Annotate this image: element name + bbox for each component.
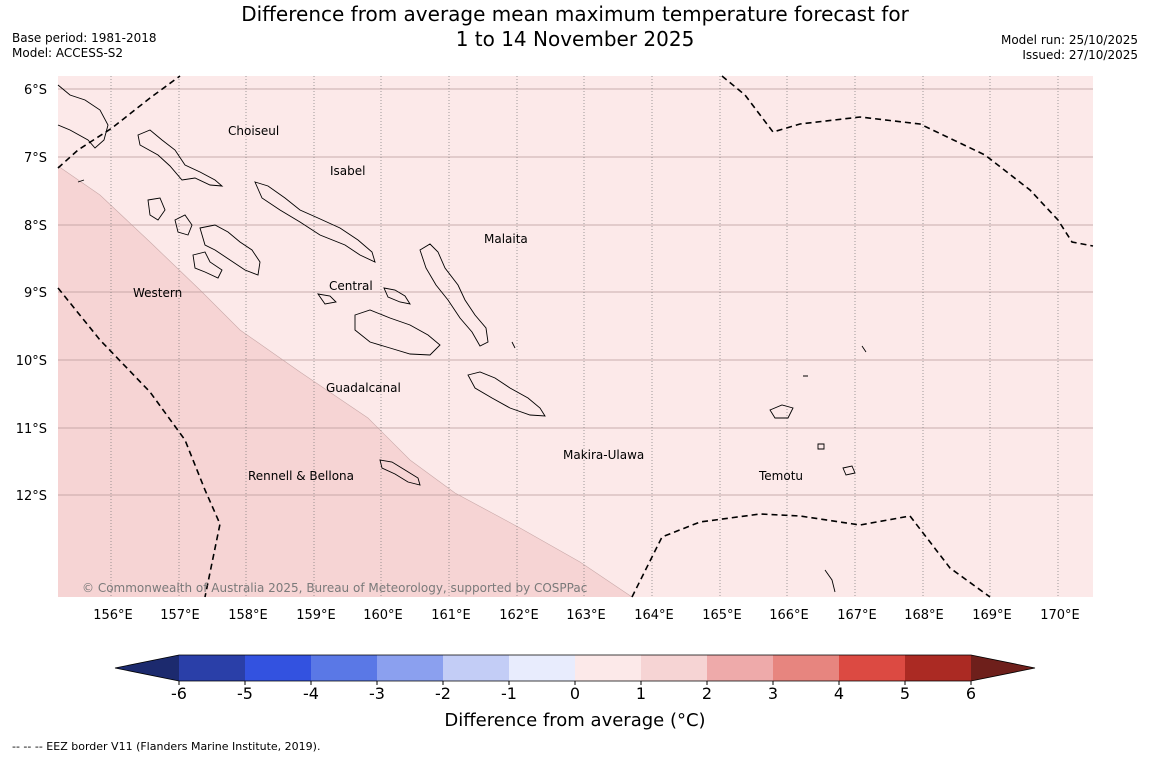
rennell-coast [379,459,421,486]
lat-label: 10°S [16,354,47,369]
eez-footnote: -- -- -- EEZ border V11 (Flanders Marine… [12,740,321,753]
colorbar-tick-label: 3 [768,684,778,703]
metadata-left: Base period: 1981-2018 Model: ACCESS-S2 [12,31,157,61]
colorbar-tick-label: 0 [570,684,580,703]
lon-label: 161°E [431,608,471,623]
contour-line [57,165,633,598]
colorbar-segment [707,655,774,681]
eez-borders [57,75,1094,598]
lon-label: 156°E [93,608,133,623]
temotu-coast [769,404,856,476]
region-label-western: Western [133,286,182,300]
lon-label: 168°E [904,608,944,623]
colorbar-tick-label: -3 [369,684,385,703]
latitude-gridlines [58,88,1093,496]
title-line-1: Difference from average mean maximum tem… [241,2,909,26]
copyright-notice: © Commonwealth of Australia 2025, Bureau… [82,581,587,595]
lat-label: 8°S [24,219,47,234]
region-label-guadalcanal: Guadalcanal [326,381,401,395]
lon-label: 163°E [566,608,606,623]
issued-date: Issued: 27/10/2025 [1022,48,1138,62]
region-labels: Choiseul Isabel Malaita Central Western … [133,124,803,483]
region-label-makira-ulawa: Makira-Ulawa [563,448,644,462]
anomaly-band-1-2 [58,166,632,597]
colorbar-tick-label: 6 [966,684,976,703]
colorbar-segment [245,655,312,681]
colorbar-title: Difference from average (°C) [444,710,706,731]
colorbar-segment [377,655,444,681]
colorbar-tick-label: -4 [303,684,319,703]
lon-label: 160°E [363,608,403,623]
region-label-choiseul: Choiseul [228,124,279,138]
lon-label: 157°E [160,608,200,623]
region-label-temotu: Temotu [758,469,803,483]
colorbar-segment [773,655,840,681]
colorbar-tick-label: 1 [636,684,646,703]
lon-label: 170°E [1040,608,1080,623]
lon-label: 159°E [296,608,336,623]
chart-title: Difference from average mean maximum tem… [0,2,1150,52]
colorbar-segments [179,655,972,681]
vella-lavella-coast [192,251,223,279]
lon-label: 169°E [972,608,1012,623]
colorbar-segment [839,655,906,681]
colorbar-segment [443,655,510,681]
colorbar-over-arrow [971,655,1035,681]
bougainville-coast [57,84,109,149]
map-and-colorbar: 6°S 7°S 8°S 9°S 10°S 11°S 12°S 156°E 157… [16,75,1094,703]
colorbar-tick-label: -5 [237,684,253,703]
model-name: Model: ACCESS-S2 [12,46,124,60]
colorbar-under-arrow [115,655,179,681]
colorbar-tick-label: -1 [501,684,517,703]
coastlines [57,84,867,593]
lon-label: 162°E [499,608,539,623]
colorbar-segment [509,655,576,681]
isabel-coast [254,181,376,263]
choiseul-coast [137,129,224,187]
title-line-2: 1 to 14 November 2025 [455,27,695,51]
colorbar-tick-label: -2 [435,684,451,703]
colorbar-segment [575,655,642,681]
new-georgia-coast [147,197,261,276]
lon-label: 166°E [769,608,809,623]
florida-islands-coast [317,287,411,305]
colorbar-segment [641,655,708,681]
region-label-rennell-bellona: Rennell & Bellona [248,469,354,483]
colorbar-segment [311,655,378,681]
makira-coast [467,371,546,417]
lon-label: 167°E [837,608,877,623]
lat-label: 11°S [16,422,47,437]
colorbar-tick-label: -6 [171,684,187,703]
colorbar-tick-label: 4 [834,684,844,703]
colorbar-segment [905,655,972,681]
colorbar-tick-label: 5 [900,684,910,703]
colorbar-ticks: -6 -5 -4 -3 -2 -1 0 1 2 3 4 5 6 [171,681,976,703]
guadalcanal-coast [354,309,441,356]
malaita-coast [419,243,489,347]
lat-label: 7°S [24,151,47,166]
map-area: 6°S 7°S 8°S 9°S 10°S 11°S 12°S 156°E 157… [16,75,1094,623]
colorbar-segment [179,655,246,681]
lat-label: 12°S [16,489,47,504]
region-label-malaita: Malaita [484,232,528,246]
lon-label: 164°E [634,608,674,623]
colorbar: -6 -5 -4 -3 -2 -1 0 1 2 3 4 5 6 [114,654,1036,703]
lon-label: 165°E [702,608,742,623]
lon-label: 158°E [228,608,268,623]
longitude-labels: 156°E 157°E 158°E 159°E 160°E 161°E 162°… [93,608,1080,623]
latitude-labels: 6°S 7°S 8°S 9°S 10°S 11°S 12°S [16,83,47,504]
lat-label: 9°S [24,286,47,301]
colorbar-tick-label: 2 [702,684,712,703]
lat-label: 6°S [24,83,47,98]
region-label-isabel: Isabel [330,164,365,178]
metadata-right: Model run: 25/10/2025 Issued: 27/10/2025 [1001,33,1138,63]
small-island-coasts [77,179,867,593]
model-run: Model run: 25/10/2025 [1000,33,1138,47]
region-label-central: Central [329,279,373,293]
base-period: Base period: 1981-2018 [12,31,157,45]
